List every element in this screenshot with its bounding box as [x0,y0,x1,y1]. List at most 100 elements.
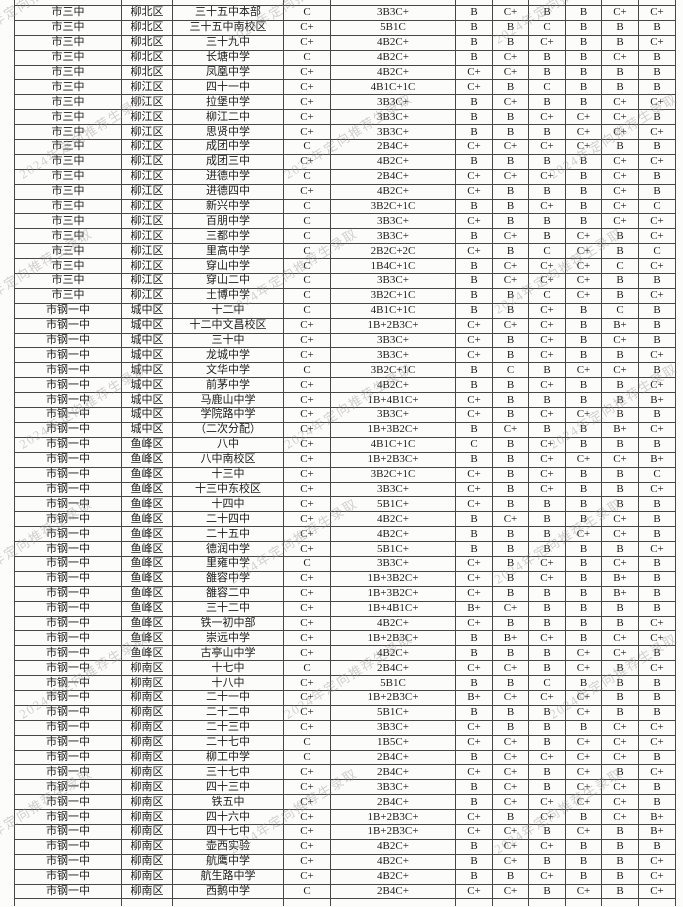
cell: 柳南区 [121,660,173,677]
table-row: 市三中 柳江区 四十一中 C+ 4B1C+1C C+ B C B B B [14,79,676,96]
cell: C+ [455,168,493,185]
table-row: 市钢一中 柳南区 航生路中学 C+ 4B2C+ B B C+ B B C+ [14,868,676,885]
cell: C+ [283,332,331,349]
cell: B [492,79,529,96]
table-row: 市钢一中 柳南区 三十七中 C+ 2B4C+ C+ C+ B C+ B C+ [14,764,676,781]
cell: B [565,153,602,170]
table-row: 市钢一中 鱼峰区 十四中 C+ 5B1C+ C+ B B B B B [14,496,676,513]
cell: B [601,675,639,691]
table-row: 市三中 柳江区 思贤中学 C+ 3B3C+ B B B C+ C+ C+ [14,124,676,141]
cell: C+ [565,689,602,706]
cell: 市三中 [14,228,122,245]
cell: C+ [455,883,493,900]
table-row: 市钢一中 柳南区 十八中 C+ 5B1C B B C B B B [14,675,676,691]
cell: C+ [492,734,529,751]
cell: 3B3C+ [330,347,456,364]
cell: 3B3C+ [330,94,456,111]
cell: C [601,258,639,275]
cell: B [528,823,566,840]
cell: C+ [565,823,602,840]
cell: 鱼峰区 [121,541,173,557]
cell: C+ [492,49,529,66]
cell: 成团中学 [172,139,284,155]
cell: 柳江区 [121,153,173,170]
cell: 新兴中学 [172,198,284,215]
cell: 前茅中学 [172,377,284,394]
cell: 城中区 [121,317,173,334]
cell: B [565,183,602,200]
cell: C+ [283,481,331,498]
cell: C+ [492,168,529,185]
cell: B [528,511,566,528]
cell: B [455,704,493,721]
cell: 4B2C+ [330,853,456,870]
cell: B [565,94,602,111]
cell: B [601,764,639,781]
cell: B [601,139,639,155]
table-row: 市钢一中 柳南区 柳工中学 C 2B4C+ B C+ C+ C+ C+ B [14,749,676,766]
cell: B+ [638,823,676,840]
cell: C+ [283,689,331,706]
cell: C+ [638,377,676,394]
cell: C+ [492,660,529,677]
table-row: 市钢一中 柳南区 二十七中 C 1B5C+ C+ C+ B C+ C+ C+ [14,734,676,751]
cell: C+ [528,838,566,855]
cell: C+ [565,258,602,275]
cell: B [638,838,676,855]
cell: 市钢一中 [14,645,122,662]
cell: 5B1C+ [330,496,456,513]
cell: 市三中 [14,168,122,185]
cell: C+ [455,585,493,602]
cell: B [601,64,639,81]
cell: 市钢一中 [14,302,122,319]
cell: 市钢一中 [14,823,122,840]
cell: B [528,779,566,796]
cell: C+ [601,153,639,170]
cell: 市三中 [14,64,122,81]
cell: 柳江区 [121,183,173,200]
cell: C+ [601,168,639,185]
cell: 市钢一中 [14,749,122,766]
cell: C+ [492,779,529,796]
cell: C+ [283,764,331,781]
cell: C [283,228,331,245]
cell: 鱼峰区 [121,511,173,528]
cell: 1B+2B3C+ [330,630,456,647]
cell: C+ [455,823,493,840]
cell: 4B1C+1C [330,79,456,96]
cell: B [565,5,602,21]
cell: B [455,124,493,141]
cell: C+ [455,392,493,409]
cell: 二十一中 [172,689,284,706]
cell: B [638,555,676,572]
cell: B [565,481,602,498]
cell: C+ [455,570,493,587]
cell: B [455,868,493,885]
cell: C+ [638,94,676,111]
cell: C+ [283,94,331,111]
cell: B [601,228,639,245]
cell: C+ [565,287,602,304]
cell [14,898,122,907]
cell: B [455,5,493,21]
cell: 市钢一中 [14,466,122,483]
cell: C+ [283,153,331,170]
cell: 柳江二中 [172,109,284,126]
cell: B [638,585,676,602]
cell: 市三中 [14,273,122,289]
table-row: 市钢一中 鱼峰区 二十四中 C+ 4B2C+ B C+ B B C+ B [14,511,676,528]
cell: B [638,511,676,528]
table-row: 市钢一中 柳南区 四十七中 C+ 1B+2B3C+ C+ C+ B C+ B B+ [14,823,676,840]
table-row: 市钢一中 城中区 十二中 C 4B1C+1C B B C+ B C B [14,302,676,319]
cell: B [492,585,529,602]
cell: 进德四中 [172,183,284,200]
cell: C+ [601,555,639,572]
cell: C+ [638,853,676,870]
cell: B [528,541,566,557]
cell: C+ [601,124,639,141]
cell: 柳南区 [121,749,173,766]
cell: C+ [283,630,331,647]
cell: B [565,719,602,736]
cell: 二十七中 [172,734,284,751]
cell: 1B+2B3C+ [330,809,456,825]
